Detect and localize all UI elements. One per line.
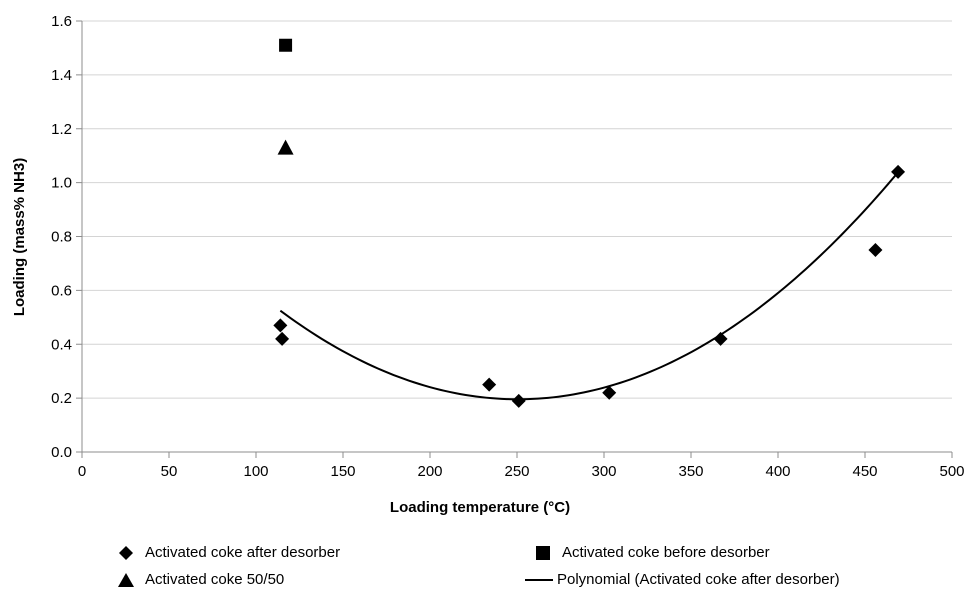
grid-lines	[82, 20, 952, 399]
x-tick-label: 200	[417, 463, 442, 480]
legend-item-polynomial: Polynomial (Activated coke after desorbe…	[525, 571, 840, 588]
legend-item-after-desorber: Activated coke after desorber	[115, 544, 340, 561]
square-point	[279, 38, 293, 52]
legend-item-before-desorber: Activated coke before desorber	[532, 544, 770, 561]
diamond-point	[868, 242, 883, 257]
line-marker-icon	[525, 572, 553, 588]
legend-label: Activated coke after desorber	[145, 544, 341, 561]
y-tick-label: 1.6	[51, 13, 72, 30]
y-tick-label: 0.6	[51, 282, 72, 299]
x-tick-label: 450	[852, 463, 877, 480]
x-tick-label: 100	[243, 463, 268, 480]
y-axis-label: Loading (mass% NH3)	[11, 158, 28, 316]
y-tick-label: 1.0	[51, 175, 72, 192]
x-tick-label: 0	[78, 463, 86, 480]
x-tick-label: 150	[330, 463, 355, 480]
x-axis-label: Loading temperature (°C)	[390, 499, 570, 516]
y-tick-label: 0.4	[51, 336, 72, 353]
diamond-point	[511, 393, 526, 408]
diamond-point	[713, 331, 728, 346]
y-tick-label: 0.0	[51, 444, 72, 461]
data-points	[273, 38, 906, 408]
x-tick-label: 300	[591, 463, 616, 480]
legend-item-50-50: Activated coke 50/50	[115, 571, 284, 588]
x-tick-label: 500	[939, 463, 964, 480]
triangle-point	[277, 139, 294, 155]
legend-label: Polynomial (Activated coke after desorbe…	[557, 571, 840, 588]
x-tick-label: 50	[161, 463, 178, 480]
trendline-group	[279, 171, 899, 401]
y-tick-labels: 0.0 0.2 0.4 0.6 0.8 1.0 1.2 1.4 1.6	[51, 13, 72, 461]
x-tick-label: 250	[504, 463, 529, 480]
y-tick-label: 0.8	[51, 229, 72, 246]
legend-label: Activated coke before desorber	[562, 544, 770, 561]
y-tick-label: 1.4	[51, 67, 72, 84]
diamond-point	[482, 377, 497, 392]
diamond-point	[602, 385, 617, 400]
diamond-point	[275, 331, 290, 346]
triangle-marker-icon	[115, 572, 137, 588]
diamond-point	[891, 164, 906, 179]
diamond-marker-icon	[115, 545, 137, 561]
legend-label: Activated coke 50/50	[145, 571, 285, 588]
square-marker-icon	[532, 545, 554, 561]
diamond-point	[273, 318, 288, 333]
y-tick-label: 1.2	[51, 121, 72, 138]
x-tick-label: 400	[765, 463, 790, 480]
axes	[76, 20, 953, 458]
y-tick-label: 0.2	[51, 390, 72, 407]
polynomial-trendline	[279, 171, 899, 401]
x-tick-label: 350	[678, 463, 703, 480]
x-tick-labels: 0 50 100 150 200 250 300 350 400 450 500	[78, 463, 965, 480]
